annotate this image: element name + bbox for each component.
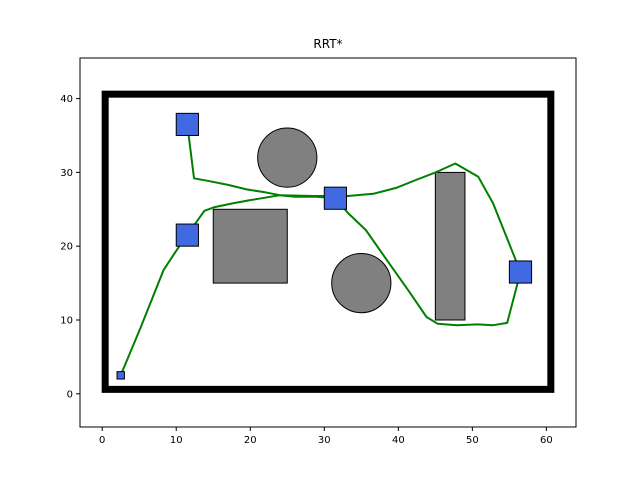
plot-area [80,58,576,427]
y-tick-label: 0 [67,389,73,400]
y-tick-label: 20 [60,242,73,253]
waypoint-right [508,260,533,284]
circle-obstacle-bottom [331,252,392,314]
boundary-layer [101,90,555,393]
x-axis: 0 10 20 30 40 50 60 [99,427,553,446]
boundary-wall [101,90,555,393]
x-tick-label: 10 [170,435,183,446]
chart-title: RRT* [313,37,342,51]
y-tick-label: 40 [60,94,73,105]
bar-obstacle [434,171,466,321]
waypoint-upper-left [175,112,199,136]
circle-obstacle-top [257,127,318,188]
square-obstacle [212,208,288,284]
x-tick-label: 60 [540,435,553,446]
path-layer [119,123,522,377]
x-tick-label: 0 [99,435,105,446]
x-tick-label: 50 [466,435,479,446]
obstacles-layer [212,127,466,321]
y-axis: 0 10 20 30 40 [60,94,80,400]
x-tick-label: 20 [244,435,257,446]
x-tick-label: 40 [392,435,405,446]
waypoint-start [116,371,125,380]
waypoint-left [175,223,199,247]
planned-path [119,123,522,377]
y-tick-label: 10 [60,315,73,326]
x-tick-label: 30 [318,435,331,446]
plot-frame [79,57,577,428]
y-tick-label: 30 [60,168,73,179]
waypoints-layer [116,112,533,380]
waypoint-center [323,186,348,210]
